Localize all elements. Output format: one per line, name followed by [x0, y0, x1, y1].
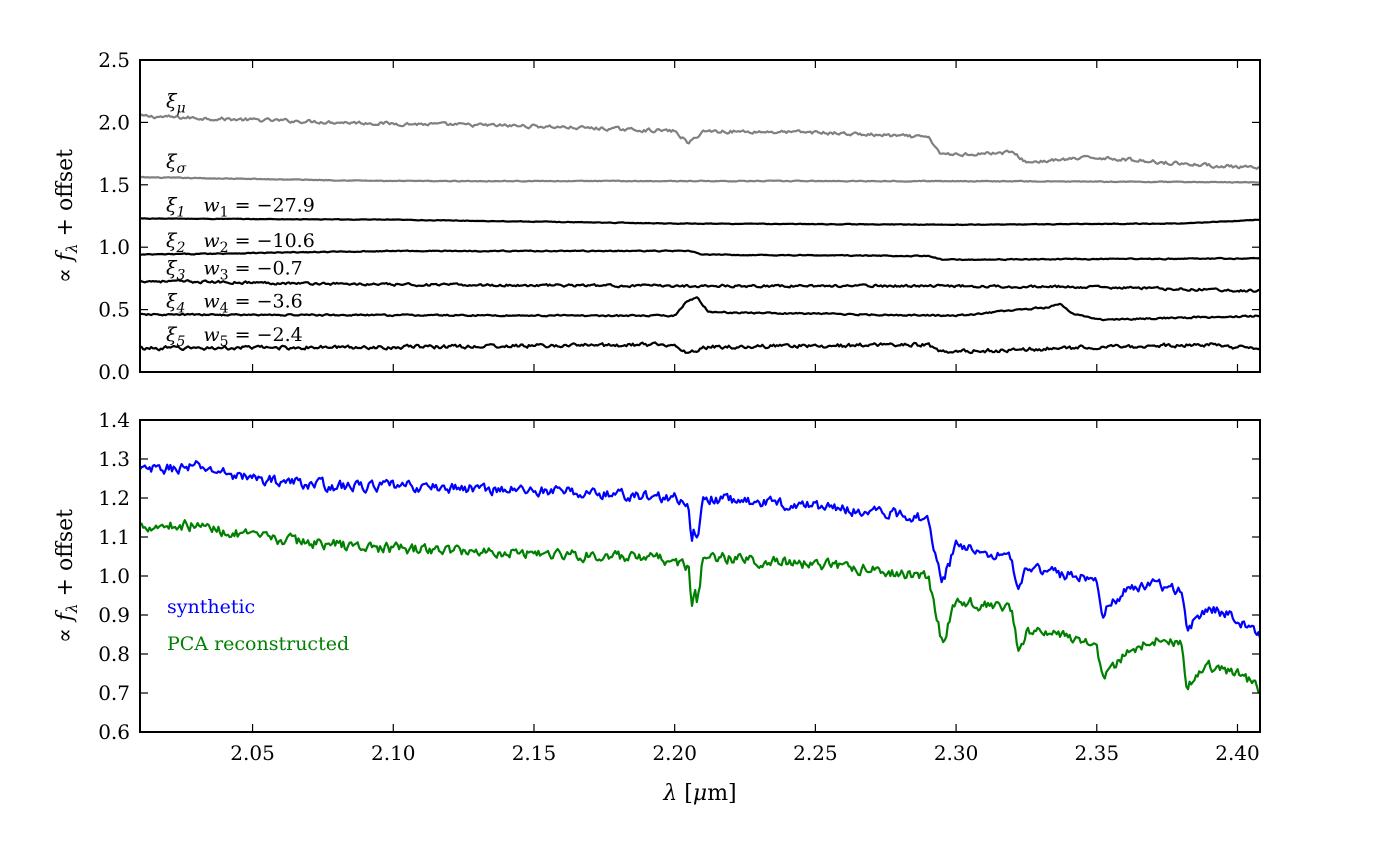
series-line-xi_1: [140, 217, 1261, 227]
bottom-ytick-label: 1.1: [98, 525, 130, 549]
bottom-ytick-label: 0.7: [98, 681, 130, 705]
top-ytick-label: 2.5: [98, 48, 130, 72]
annotation-xi_4: ξ4 w4 = −3.6: [166, 291, 303, 317]
series-line-xi_2: [139, 249, 1261, 262]
bottom-ytick-label: 1.3: [98, 447, 130, 471]
series-line-xi_sigma: [139, 175, 1261, 184]
bottom-xtick-label: 2.15: [512, 741, 557, 765]
annotation-xi_sigma: ξσ: [166, 151, 186, 177]
top-panel: ξμ ξσ ξ1 w1 = −27.9 ξ2 w2 = −10.6ξ3 w3 = −0.7 ξ…: [53, 48, 1261, 384]
bottom-xtick-label: 2.10: [371, 741, 416, 765]
bottom-ytick-label: 0.9: [98, 603, 130, 627]
series-line-pca: [140, 519, 1261, 695]
top-ytick-label: 1.0: [98, 235, 130, 259]
bottom-ylabel: ∝ fλ + offset: [53, 509, 81, 643]
legend-pca-reconstructed: PCA reconstructed: [167, 633, 349, 655]
bottom-xtick-label: 2.20: [652, 741, 697, 765]
bottom-xtick-label: 2.40: [1215, 741, 1260, 765]
bottom-xlabel: λ [μm]: [662, 781, 736, 806]
series-line-xi_mu: [139, 113, 1261, 170]
bottom-ytick-label: 1.0: [98, 564, 130, 588]
annotation-xi_2: ξ2 w2 = −10.6: [166, 230, 315, 256]
series-line-xi_4: [139, 296, 1261, 322]
top-ytick-label: 1.5: [98, 173, 130, 197]
bottom-ytick-label: 0.6: [98, 720, 130, 744]
top-axes-frame: [139, 59, 1261, 373]
bottom-xtick-label: 2.25: [793, 741, 838, 765]
bottom-ytick-label: 0.8: [98, 642, 130, 666]
bottom-ytick-label: 1.4: [98, 408, 130, 432]
bottom-xtick-label: 2.05: [230, 741, 275, 765]
bottom-ytick-label: 1.2: [98, 486, 130, 510]
legend-synthetic: synthetic: [167, 596, 255, 618]
annotation-xi_5: ξ5 w5 = −2.4: [166, 324, 303, 350]
annotation-xi_mu: ξμ: [166, 90, 186, 116]
top-ytick-label: 0.0: [98, 360, 130, 384]
bottom-panel: 0.6 0.7 0.8 0.9 1.0 1.1 1.2 1.3 1.4 2.05 2.10 2.15…: [53, 408, 1262, 806]
top-ytick-label: 2.0: [98, 110, 130, 134]
annotation-xi_3: ξ3 w3 = −0.7: [166, 257, 303, 283]
bottom-axes-frame: [139, 419, 1261, 733]
series-line-synthetic: [139, 460, 1262, 639]
bottom-xtick-label: 2.30: [934, 741, 979, 765]
series-line-xi_3: [139, 278, 1261, 293]
top-ytick-label: 0.5: [98, 298, 130, 322]
top-ylabel: ∝ fλ + offset: [53, 149, 81, 283]
bottom-xtick-label: 2.35: [1075, 741, 1120, 765]
annotation-xi_1: ξ1 w1 = −27.9: [166, 195, 315, 221]
series-line-xi_5: [139, 341, 1261, 355]
